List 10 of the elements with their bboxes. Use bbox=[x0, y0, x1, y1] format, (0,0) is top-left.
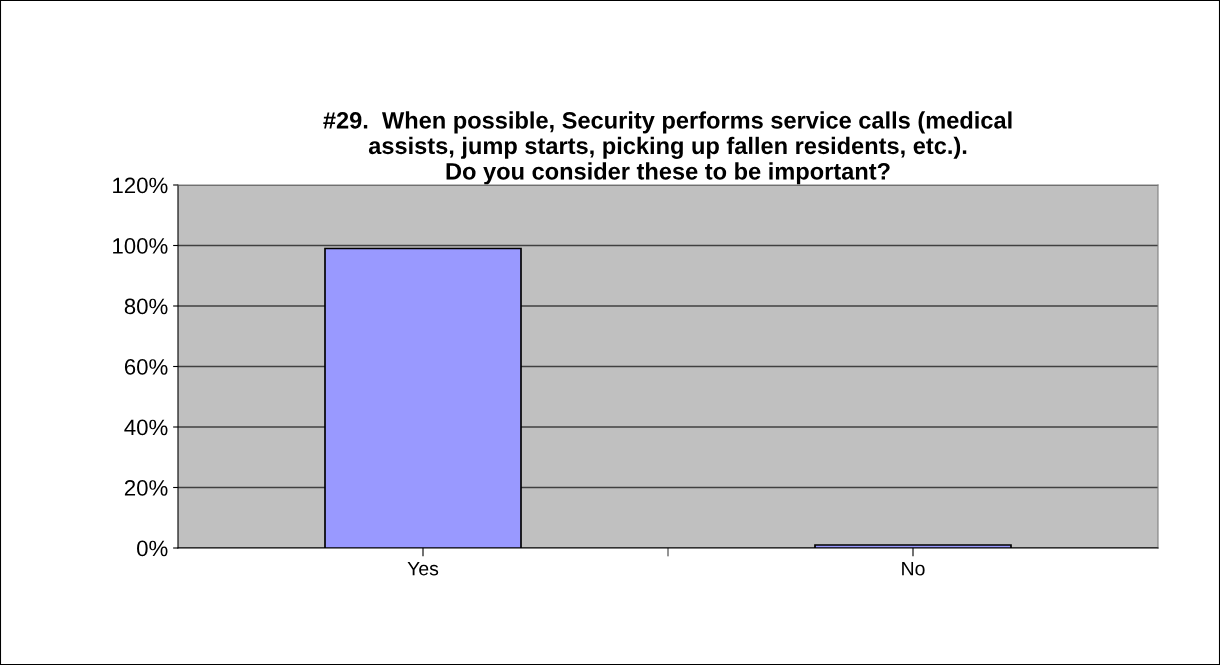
y-tick-label: 80% bbox=[124, 298, 168, 315]
y-tick-label: 20% bbox=[124, 480, 168, 496]
y-tick-label: 120% bbox=[113, 177, 168, 194]
y-tick-label: 60% bbox=[124, 359, 168, 375]
x-tick-label: Yes bbox=[407, 561, 439, 576]
y-tick-label: 0% bbox=[137, 540, 168, 557]
chart-title: #29. When possible, Security performs service calls (medical assists, jump starts, picking up fallen residents, etc.). Do you consider these to be important? bbox=[323, 111, 1012, 185]
y-tick-label: 40% bbox=[124, 419, 168, 436]
y-tick-label: 100% bbox=[113, 238, 168, 254]
x-tick-label: No bbox=[902, 561, 925, 576]
